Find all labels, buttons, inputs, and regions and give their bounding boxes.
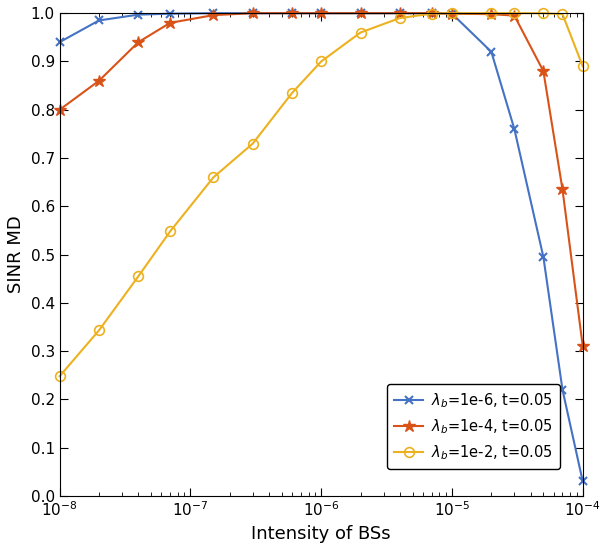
Line: $\lambda_b$=1e-4, t=0.05: $\lambda_b$=1e-4, t=0.05 <box>54 7 589 353</box>
$\lambda_b$=1e-2, t=0.05 <box>559 11 566 18</box>
$\lambda_b$=1e-4, t=0.05 <box>511 12 518 19</box>
$\lambda_b$=1e-2, t=0.05 <box>249 140 257 147</box>
$\lambda_b$=1e-6, t=0.05 <box>579 478 586 485</box>
Legend: $\lambda_b$=1e-6, t=0.05, $\lambda_b$=1e-4, t=0.05, $\lambda_b$=1e-2, t=0.05: $\lambda_b$=1e-6, t=0.05, $\lambda_b$=1e… <box>387 384 560 469</box>
$\lambda_b$=1e-2, t=0.05 <box>289 90 296 96</box>
$\lambda_b$=1e-4, t=0.05 <box>249 10 257 16</box>
$\lambda_b$=1e-4, t=0.05 <box>317 10 325 16</box>
$\lambda_b$=1e-4, t=0.05 <box>357 10 364 16</box>
$\lambda_b$=1e-6, t=0.05 <box>135 12 142 18</box>
Y-axis label: SINR MD: SINR MD <box>7 216 25 294</box>
$\lambda_b$=1e-4, t=0.05 <box>167 20 174 26</box>
$\lambda_b$=1e-2, t=0.05 <box>95 327 103 334</box>
$\lambda_b$=1e-2, t=0.05 <box>357 29 364 36</box>
$\lambda_b$=1e-6, t=0.05 <box>167 10 174 17</box>
$\lambda_b$=1e-4, t=0.05 <box>135 39 142 46</box>
$\lambda_b$=1e-6, t=0.05 <box>488 48 495 55</box>
$\lambda_b$=1e-2, t=0.05 <box>488 10 495 16</box>
$\lambda_b$=1e-4, t=0.05 <box>579 343 586 350</box>
$\lambda_b$=1e-2, t=0.05 <box>396 15 404 21</box>
$\lambda_b$=1e-4, t=0.05 <box>95 78 103 84</box>
$\lambda_b$=1e-6, t=0.05 <box>357 10 364 16</box>
$\lambda_b$=1e-6, t=0.05 <box>448 10 455 17</box>
$\lambda_b$=1e-2, t=0.05 <box>317 58 325 65</box>
$\lambda_b$=1e-4, t=0.05 <box>448 10 455 17</box>
$\lambda_b$=1e-2, t=0.05 <box>511 10 518 16</box>
$\lambda_b$=1e-2, t=0.05 <box>167 228 174 235</box>
$\lambda_b$=1e-2, t=0.05 <box>135 273 142 279</box>
$\lambda_b$=1e-4, t=0.05 <box>210 12 217 19</box>
$\lambda_b$=1e-2, t=0.05 <box>448 10 455 16</box>
$\lambda_b$=1e-6, t=0.05 <box>511 126 518 133</box>
$\lambda_b$=1e-6, t=0.05 <box>559 387 566 393</box>
$\lambda_b$=1e-6, t=0.05 <box>56 39 63 46</box>
$\lambda_b$=1e-4, t=0.05 <box>428 10 435 16</box>
X-axis label: Intensity of BSs: Intensity of BSs <box>251 525 391 543</box>
$\lambda_b$=1e-2, t=0.05 <box>540 10 547 16</box>
$\lambda_b$=1e-4, t=0.05 <box>56 107 63 113</box>
$\lambda_b$=1e-2, t=0.05 <box>56 373 63 380</box>
$\lambda_b$=1e-4, t=0.05 <box>488 11 495 18</box>
$\lambda_b$=1e-6, t=0.05 <box>289 10 296 16</box>
$\lambda_b$=1e-6, t=0.05 <box>317 10 325 16</box>
$\lambda_b$=1e-6, t=0.05 <box>428 10 435 16</box>
$\lambda_b$=1e-6, t=0.05 <box>210 10 217 16</box>
$\lambda_b$=1e-6, t=0.05 <box>540 254 547 260</box>
$\lambda_b$=1e-6, t=0.05 <box>249 10 257 16</box>
$\lambda_b$=1e-4, t=0.05 <box>559 186 566 192</box>
$\lambda_b$=1e-2, t=0.05 <box>428 10 435 17</box>
$\lambda_b$=1e-6, t=0.05 <box>95 17 103 24</box>
$\lambda_b$=1e-6, t=0.05 <box>396 10 404 16</box>
Line: $\lambda_b$=1e-6, t=0.05: $\lambda_b$=1e-6, t=0.05 <box>55 9 587 486</box>
$\lambda_b$=1e-2, t=0.05 <box>579 63 586 70</box>
$\lambda_b$=1e-4, t=0.05 <box>396 10 404 16</box>
$\lambda_b$=1e-2, t=0.05 <box>210 174 217 180</box>
$\lambda_b$=1e-4, t=0.05 <box>540 68 547 74</box>
Line: $\lambda_b$=1e-2, t=0.05: $\lambda_b$=1e-2, t=0.05 <box>55 8 587 381</box>
$\lambda_b$=1e-4, t=0.05 <box>289 10 296 16</box>
